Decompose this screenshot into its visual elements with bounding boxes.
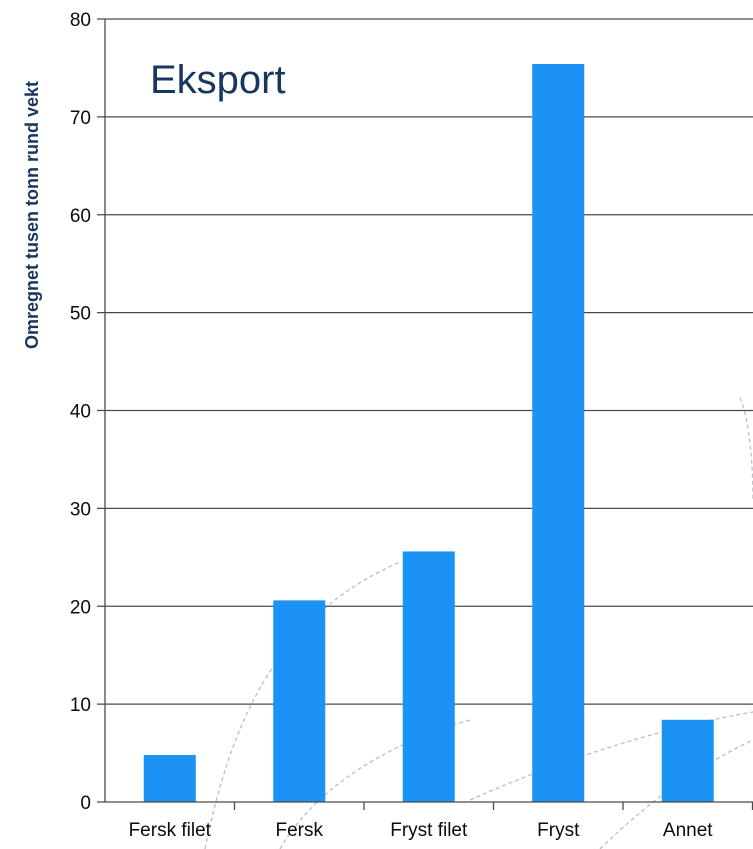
bar	[532, 64, 585, 802]
bar	[273, 600, 326, 802]
bars	[143, 64, 714, 802]
y-tick-label: 0	[80, 793, 91, 814]
bar	[661, 719, 714, 802]
y-tick-label: 10	[70, 695, 91, 716]
axes	[97, 19, 753, 810]
y-tick-labels: 0 10 20 30 40 50 60 70 80	[70, 10, 91, 814]
x-tick-label: Annet	[663, 820, 713, 841]
y-tick-label: 40	[70, 402, 91, 423]
bar	[143, 755, 196, 802]
x-tick-label: Fersk filet	[129, 820, 212, 841]
bar	[402, 551, 455, 802]
y-tick-label: 50	[70, 304, 91, 325]
y-axis-label: Omregnet tusen tonn rund vekt	[22, 81, 42, 349]
y-tick-label: 80	[70, 10, 91, 31]
y-tick-label: 20	[70, 597, 91, 618]
chart-title: Eksport	[150, 58, 286, 102]
x-tick-label: Fryst	[537, 820, 580, 841]
y-tick-label: 60	[70, 206, 91, 227]
x-tick-label: Fryst filet	[390, 820, 468, 841]
x-tick-label: Fersk	[276, 820, 324, 841]
x-tick-labels: Fersk filet Fersk Fryst filet Fryst Annet	[129, 820, 714, 841]
y-tick-label: 70	[70, 108, 91, 129]
y-tick-label: 30	[70, 499, 91, 520]
